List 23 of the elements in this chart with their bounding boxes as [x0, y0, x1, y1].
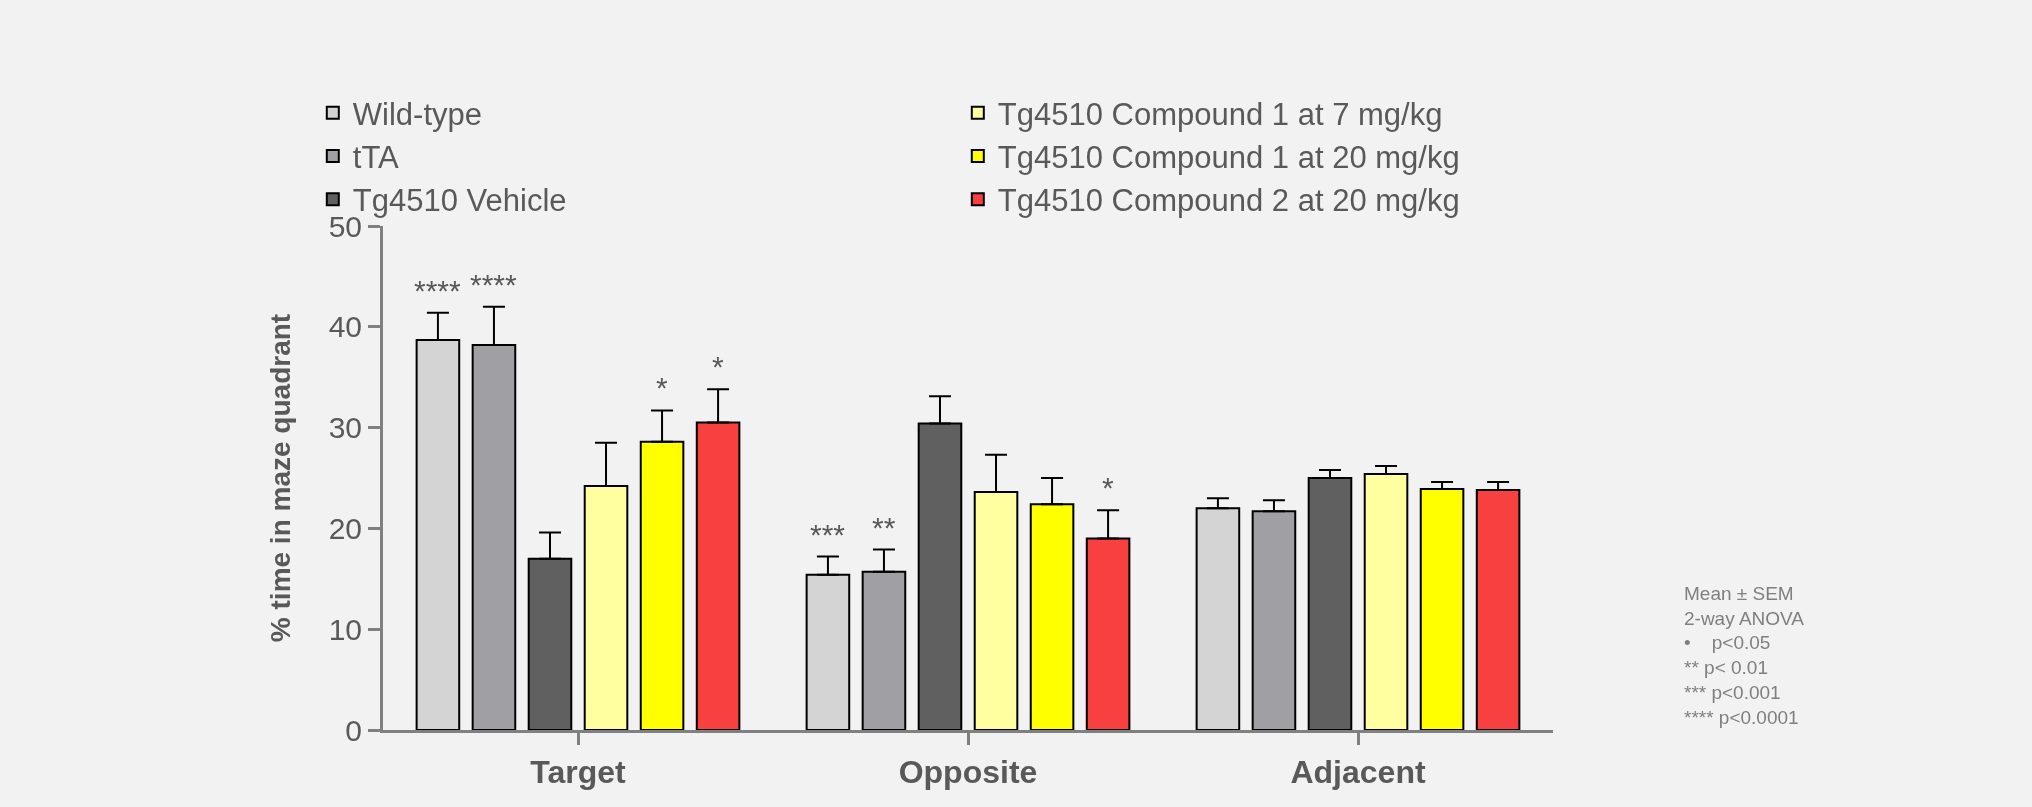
data-label: ** [872, 511, 896, 544]
data-label: * [656, 371, 668, 404]
y-tick-label: 50 [328, 209, 362, 243]
text: Mean ± SEM 2-way ANOVA • p<0.05 ** p< 0.01 *** p<0.001 **** p<0.0001 [1684, 583, 1805, 728]
data-label: * [1102, 471, 1114, 504]
legend-label: Tg4510 Compound 1 at 7 mg/kg [997, 96, 1443, 132]
y-tick-label: 0 [345, 713, 362, 747]
data-label: * [712, 350, 724, 383]
legend-label: tTA [352, 140, 400, 176]
y-tick-label: 10 [328, 612, 362, 646]
x-tick-label: Opposite [898, 754, 1038, 791]
legend-label: Tg4510 Compound 2 at 20 mg/kg [997, 183, 1460, 219]
x-tick-label: Target [530, 754, 627, 791]
legend-label: Tg4510 Compound 1 at 20 mg/kg [997, 140, 1460, 176]
data-label: *** [810, 518, 846, 551]
y-tick-label: 40 [328, 310, 362, 344]
x-tick-label: Adjacent [1290, 754, 1426, 791]
y-axis-title: % time in maze quadrant [265, 313, 297, 643]
legend-label: Wild-type [352, 96, 482, 132]
data-label: **** [470, 268, 518, 301]
data-label: **** [414, 274, 462, 307]
y-tick-label: 30 [328, 411, 362, 445]
y-tick-label: 20 [328, 511, 362, 545]
